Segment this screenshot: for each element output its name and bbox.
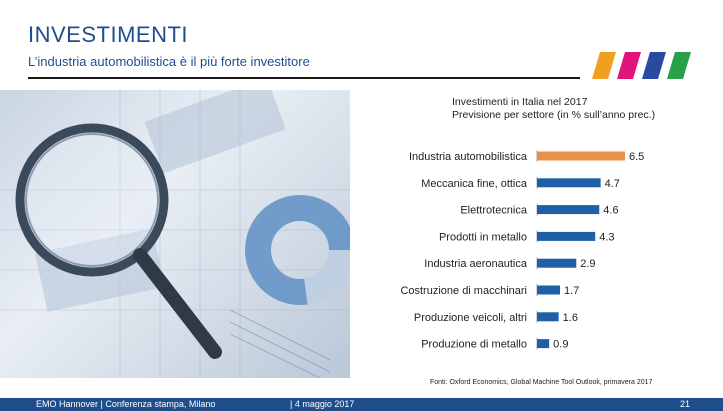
- emo-logo: [592, 52, 691, 79]
- category-label: Costruzione di macchinari: [400, 285, 527, 297]
- value-label: 4.6: [603, 205, 618, 217]
- slide-subtitle: L’industria automobilistica è il più for…: [28, 54, 310, 69]
- logo-stripe-blue: [642, 52, 666, 79]
- category-label: Elettrotecnica: [460, 205, 528, 217]
- logo-stripe-orange: [592, 52, 616, 79]
- logo-stripe-green: [667, 52, 691, 79]
- value-label: 2.9: [580, 258, 595, 270]
- bar: [537, 151, 625, 161]
- value-label: 0.9: [553, 339, 568, 351]
- value-label: 6.5: [629, 151, 644, 163]
- value-label: 1.7: [564, 285, 579, 297]
- category-label: Produzione di metallo: [421, 339, 527, 351]
- slide-title: INVESTIMENTI: [28, 22, 189, 47]
- footer-page-number: 21: [680, 399, 691, 409]
- logo-stripe-magenta: [617, 52, 641, 79]
- bar-chart: Industria automobilistica 6.5 Meccanica fi…: [400, 150, 644, 351]
- bar: [537, 312, 559, 322]
- decorative-photo: [0, 90, 350, 378]
- chart-heading-line2: Previsione per settore (in % sull’anno p…: [452, 109, 656, 121]
- footer-event: EMO Hannover | Conferenza stampa, Milano: [36, 399, 216, 409]
- source-note: Fonti: Oxford Economics, Global Machine …: [430, 379, 653, 386]
- bar: [537, 231, 596, 241]
- title-divider: [28, 77, 580, 79]
- value-label: 4.7: [605, 178, 620, 190]
- footer-date: | 4 maggio 2017: [290, 399, 355, 409]
- category-label: Industria aeronautica: [424, 258, 528, 270]
- bar: [537, 205, 600, 215]
- category-label: Prodotti in metallo: [439, 231, 527, 243]
- value-label: 1.6: [563, 312, 578, 324]
- bar: [537, 258, 577, 268]
- category-label: Industria automobilistica: [409, 151, 528, 163]
- bar: [537, 178, 601, 188]
- category-label: Meccanica fine, ottica: [421, 178, 528, 190]
- magnifier-lens: [15, 123, 169, 277]
- magnifier-handle: [133, 248, 222, 359]
- chart-heading-line1: Investimenti in Italia nel 2017: [452, 96, 588, 108]
- value-label: 4.3: [599, 231, 614, 243]
- bar: [537, 339, 550, 349]
- chart-heading: Investimenti in Italia nel 2017 Previsio…: [452, 96, 655, 122]
- bar: [537, 285, 561, 295]
- footer-bar: EMO Hannover | Conferenza stampa, Milano…: [0, 398, 723, 411]
- category-label: Produzione veicoli, altri: [414, 312, 527, 324]
